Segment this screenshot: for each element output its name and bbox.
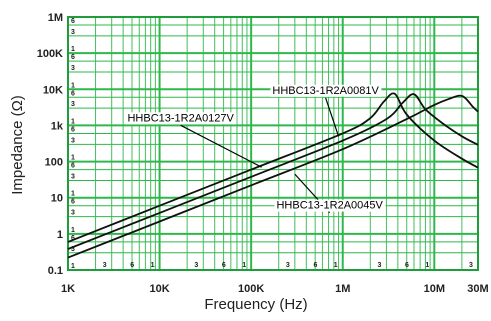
x-tick-label: 1K <box>61 283 75 295</box>
x-tick-labels: 1K 10K 100K 1M 10M 30M <box>61 283 489 295</box>
x-minor-tick-label: 1 <box>242 262 246 269</box>
y-minor-tick-label: 6 <box>71 18 75 25</box>
y-minor-tick-label: 3 <box>71 29 75 36</box>
y-tick-labels: 0.1 1 10 100 1k 10K 100K 1M <box>37 12 64 277</box>
x-minor-tick-label: 6 <box>222 262 226 269</box>
y-tick-label: 10 <box>51 193 63 205</box>
y-minor-tick-label: 3 <box>71 101 75 108</box>
series-label-background <box>270 84 382 97</box>
series-label: HHBC13-1R2A0127V <box>127 112 234 124</box>
x-tick-label: 100K <box>238 283 264 295</box>
x-minor-tick-label: 1 <box>151 262 155 269</box>
y-axis-title: Impedance (Ω) <box>9 95 26 195</box>
y-minor-tick-label: 3 <box>71 210 75 217</box>
y-tick-label: 100K <box>37 48 63 60</box>
x-tick-label: 1M <box>335 283 350 295</box>
y-minor-tick-label: 6 <box>71 54 75 61</box>
y-tick-label: 1k <box>51 120 64 132</box>
y-tick-label: 100 <box>45 157 63 169</box>
grid <box>67 16 479 271</box>
series-line-hhbc13-1r2a0127v <box>67 92 479 243</box>
series-label-background <box>125 112 237 125</box>
y-tick-label: 1M <box>48 12 63 24</box>
x-minor-tick-label: 6 <box>130 262 134 269</box>
x-tick-label: 10M <box>424 283 445 295</box>
y-minor-tick-label: 6 <box>71 126 75 133</box>
plot-frame <box>67 16 479 271</box>
y-minor-tick-label: 3 <box>71 246 75 253</box>
x-minor-tick-label: 6 <box>313 262 317 269</box>
annotation-leader <box>180 124 262 168</box>
y-minor-tick-label: 1 <box>71 263 75 270</box>
series-label: HHBC13-1R2A0081V <box>272 85 379 97</box>
x-minor-tick-label: 1 <box>425 262 429 269</box>
y-minor-tick-label: 3 <box>71 65 75 72</box>
x-tick-label: 30M <box>467 283 488 295</box>
y-tick-label: 1 <box>57 229 63 241</box>
series-label-background <box>274 199 386 212</box>
y-minor-tick-label: 6 <box>71 163 75 170</box>
y-minor-tick-label: 1 <box>71 82 75 89</box>
series-line-hhbc13-1r2a0045v <box>67 94 479 259</box>
series-annotations: HHBC13-1R2A0081V HHBC13-1R2A0127V HHBC13-1… <box>125 84 386 213</box>
x-axis-title: Frequency (Hz) <box>204 296 307 313</box>
x-minor-tick-label: 1 <box>334 262 338 269</box>
y-minor-tick-label: 6 <box>71 235 75 242</box>
y-minor-tick-label: 1 <box>71 46 75 53</box>
plot-border <box>67 16 479 271</box>
x-minor-tick-label: 3 <box>194 262 198 269</box>
annotation-leader <box>325 97 340 137</box>
x-minor-tick-label: 3 <box>469 262 473 269</box>
y-tick-label: 0.1 <box>48 265 63 277</box>
y-minor-tick-label: 1 <box>71 155 75 162</box>
series-line-hhbc13-1r2a0081v <box>67 93 479 250</box>
y-tick-label: 10K <box>43 84 63 96</box>
series-layer <box>67 92 479 259</box>
x-tick-label: 10K <box>149 283 169 295</box>
y-minor-tick-label: 6 <box>71 199 75 206</box>
x-minor-tick-label: 3 <box>286 262 290 269</box>
y-minor-tick-label: 6 <box>71 90 75 97</box>
x-minor-tick-label: 6 <box>405 262 409 269</box>
y-minor-tick-label: 3 <box>71 173 75 180</box>
y-minor-tick-label: 1 <box>71 227 75 234</box>
series-label: HHBC13-1R2A0045V <box>276 200 383 212</box>
y-minor-tick-label: 1 <box>71 118 75 125</box>
x-minor-tick-label: 3 <box>103 262 107 269</box>
x-minor-tick-label: 3 <box>377 262 381 269</box>
y-minor-tick-label: 1 <box>71 191 75 198</box>
y-minor-tick-label: 3 <box>71 137 75 144</box>
